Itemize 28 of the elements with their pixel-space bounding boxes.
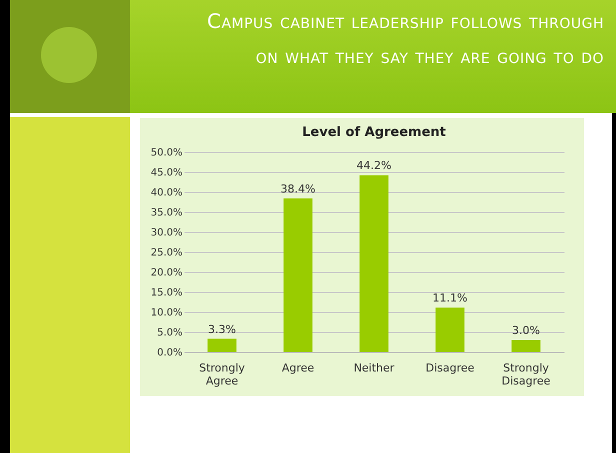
- chart-subtitle: Level of Agreement: [302, 125, 446, 140]
- y-tick-label: 0.0%: [157, 348, 182, 358]
- x-tick-label: Disagree: [426, 362, 475, 374]
- bar: [284, 198, 312, 352]
- x-tick-label: Strongly Disagree: [502, 362, 551, 388]
- data-label: 3.0%: [512, 324, 540, 337]
- chart-title: Campus cabinet leadership follows through on what they say they are going to do: [206, 8, 604, 70]
- y-tick-label: 10.0%: [150, 308, 182, 318]
- bar: [208, 338, 236, 352]
- bar: [436, 308, 464, 352]
- bar: [360, 175, 388, 352]
- x-tick-label: Strongly Agree: [199, 362, 246, 388]
- data-label: 38.4%: [280, 182, 316, 196]
- data-label: 11.1%: [432, 292, 468, 305]
- y-tick-label: 20.0%: [150, 268, 182, 278]
- y-tick-label: 35.0%: [150, 208, 182, 218]
- x-tick-label: Neither: [354, 362, 395, 374]
- bar: [512, 340, 540, 352]
- data-label: 44.2%: [356, 159, 392, 172]
- y-tick-label: 25.0%: [150, 248, 182, 258]
- y-tick-label: 30.0%: [150, 228, 182, 238]
- y-tick-label: 45.0%: [150, 168, 182, 178]
- y-tick-label: 5.0%: [157, 328, 182, 338]
- y-tick-label: 15.0%: [150, 288, 182, 298]
- data-label: 3.3%: [208, 322, 236, 336]
- y-tick-label: 50.0%: [150, 148, 182, 158]
- y-tick-label: 40.0%: [150, 188, 182, 198]
- x-tick-label: Agree: [282, 362, 314, 374]
